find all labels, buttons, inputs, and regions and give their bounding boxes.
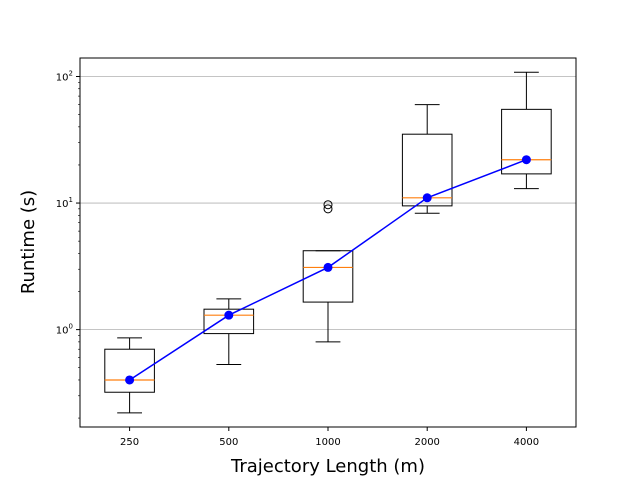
x-tick-label: 1000	[315, 437, 340, 448]
y-axis-label: Runtime (s)	[18, 190, 39, 294]
mean-point	[224, 310, 234, 320]
mean-point	[323, 262, 333, 272]
mean-point	[521, 155, 531, 165]
x-tick-label: 2000	[414, 437, 439, 448]
mean-point	[125, 375, 135, 385]
box-250	[104, 337, 155, 414]
outlier-point	[323, 200, 333, 210]
iqr-box	[104, 348, 155, 393]
iqr-box	[302, 250, 354, 303]
x-tick-label: 4000	[514, 437, 539, 448]
y-tick-label: 100	[56, 323, 73, 337]
box-1000	[302, 200, 354, 343]
iqr-box	[501, 108, 552, 175]
boxes	[104, 71, 552, 414]
x-tick-label: 500	[219, 437, 238, 448]
x-axis-label: Trajectory Length (m)	[230, 456, 425, 477]
iqr-box	[203, 308, 255, 335]
outlier-point	[323, 204, 333, 214]
mean-line-series	[125, 155, 531, 385]
box-2000	[401, 104, 453, 214]
y-tick-label: 101	[56, 196, 73, 210]
x-tick-label: 250	[120, 437, 139, 448]
box-500	[203, 298, 255, 366]
mean-point	[422, 193, 432, 203]
axis-ticks: 100 101 102 250 500 1000 2000 4000	[56, 69, 539, 448]
iqr-box	[401, 133, 453, 207]
y-tick-label: 102	[56, 69, 73, 83]
box-4000	[501, 71, 552, 190]
